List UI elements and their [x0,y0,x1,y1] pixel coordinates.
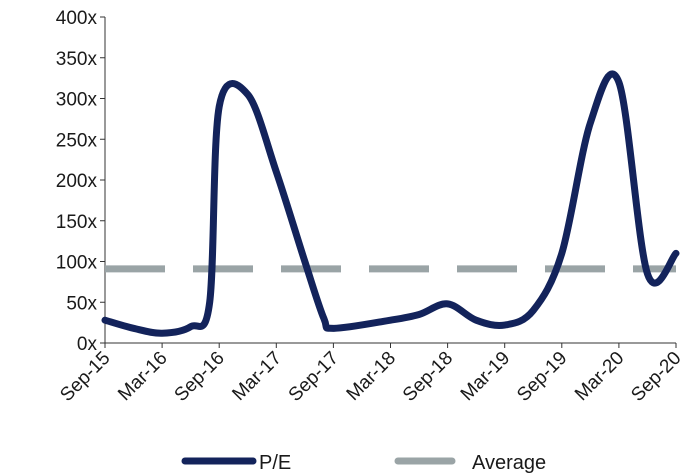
y-tick-label: 300x [56,90,98,111]
x-tick-label: Mar-17 [228,348,285,405]
series-layer [101,70,680,337]
x-tick-label: Sep-15 [56,348,114,406]
x-tick-label: Sep-18 [399,348,457,406]
y-tick-label: 100x [56,253,98,274]
x-tick-label: Sep-20 [627,348,685,406]
x-tick-label: Sep-17 [285,348,343,406]
y-tick-label: 200x [56,171,98,192]
x-tick-label: Mar-19 [457,348,514,405]
x-tick-label: Mar-16 [114,348,171,405]
y-tick-label: 350x [56,49,98,70]
x-tick-label: Mar-18 [343,348,400,405]
pe-line [101,70,680,337]
y-tick-label: 0x [77,334,98,355]
x-tick-label: Mar-20 [571,348,628,405]
y-tick-label: 150x [56,212,98,233]
legend-average-label: Average [472,452,546,474]
legend: P/E Average [181,452,546,474]
y-tick-label: 400x [56,8,98,29]
x-tick-label: Sep-19 [513,348,571,406]
x-tick-label: Sep-16 [171,348,229,406]
y-tick-label: 50x [66,293,97,314]
y-tick-label: 250x [56,130,98,151]
legend-pe-label: P/E [259,452,291,474]
y-axis: 0x 50x 100x 150x 200x 250x 300x 350x 400x [56,8,106,355]
